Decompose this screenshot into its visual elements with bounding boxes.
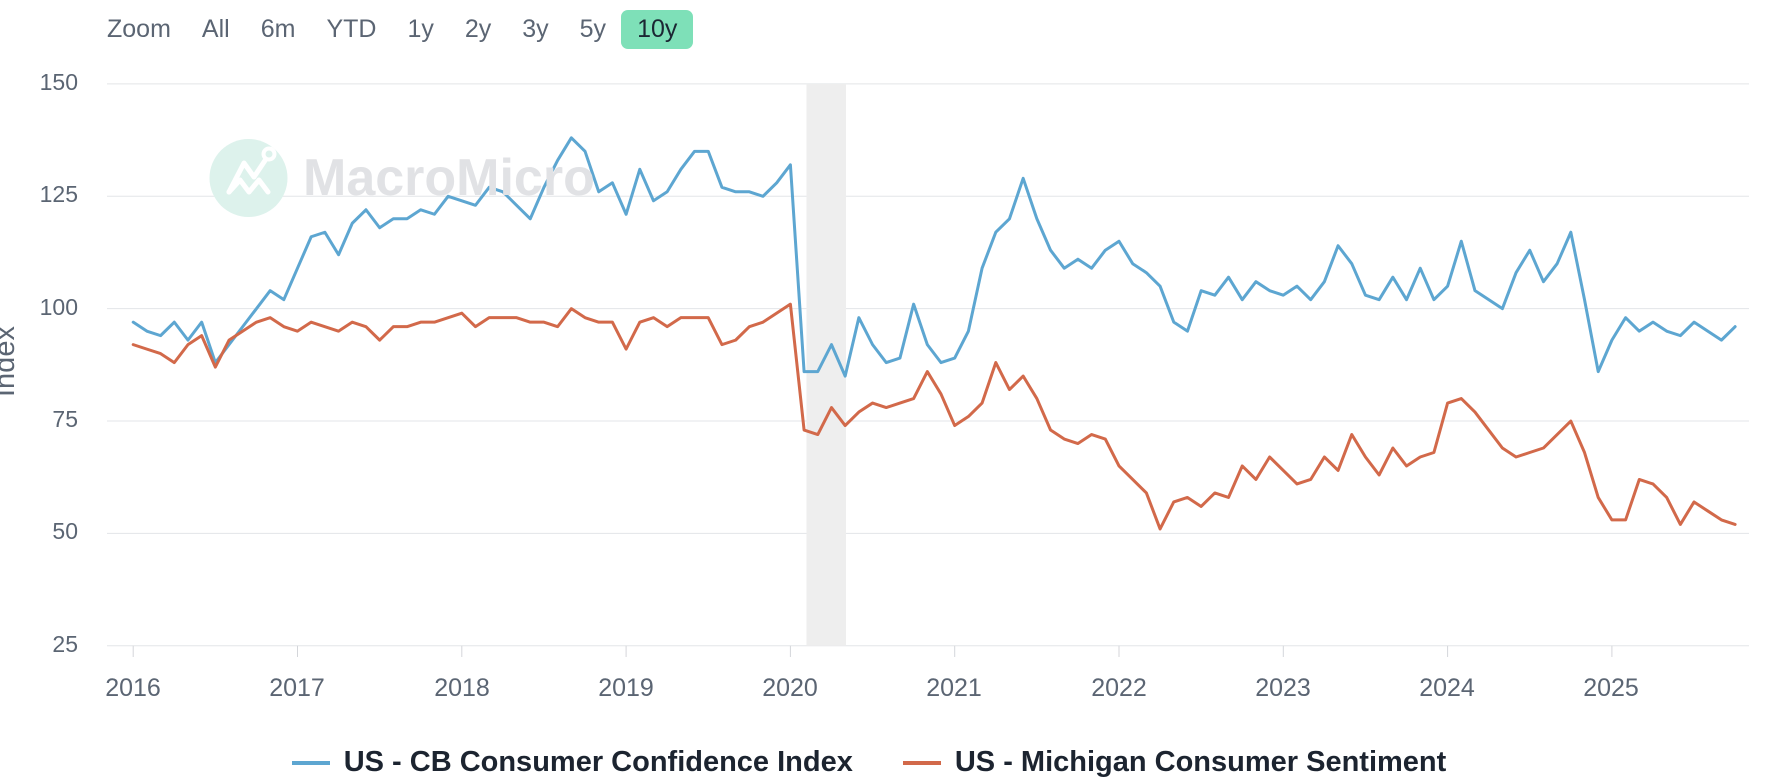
svg-text:MacroMicro: MacroMicro: [303, 149, 595, 207]
